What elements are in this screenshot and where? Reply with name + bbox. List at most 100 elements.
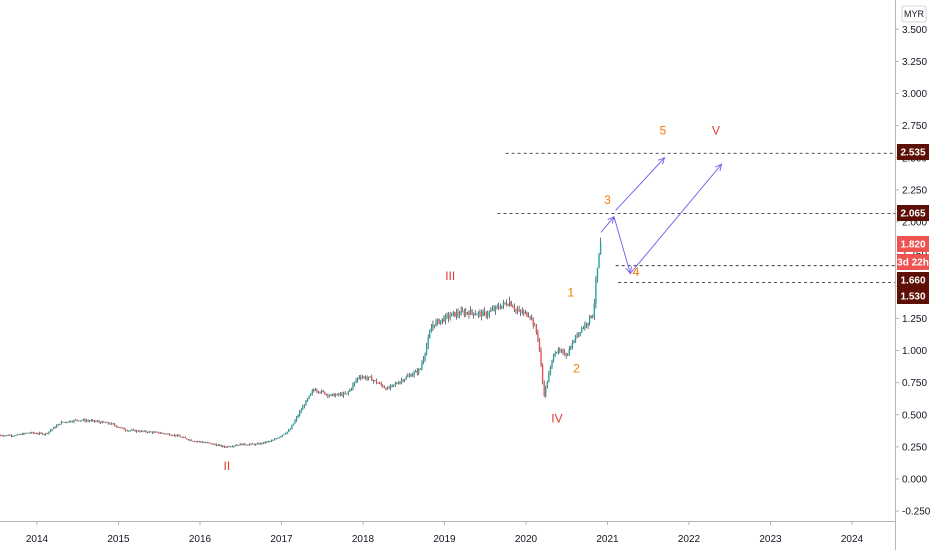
candle-body bbox=[236, 445, 238, 446]
candle-body bbox=[135, 430, 138, 432]
candle-body bbox=[49, 430, 52, 432]
candle-body bbox=[455, 312, 458, 317]
candle-body bbox=[222, 445, 224, 447]
x-tick-label: 2016 bbox=[189, 534, 212, 545]
candle-body bbox=[512, 306, 514, 308]
wave-label[interactable]: 5 bbox=[660, 124, 667, 138]
projection-arrowhead bbox=[657, 156, 666, 165]
candle-body bbox=[460, 310, 462, 315]
candle-body bbox=[48, 431, 50, 434]
projection-segment[interactable] bbox=[629, 163, 722, 274]
candle-body bbox=[250, 443, 252, 445]
candle-body bbox=[54, 427, 56, 429]
y-tick-label: 2.250 bbox=[902, 185, 927, 196]
candle-body bbox=[157, 431, 160, 434]
candle-body bbox=[30, 432, 33, 434]
currency-label[interactable]: MYR bbox=[901, 5, 927, 23]
candle-body bbox=[551, 360, 553, 367]
candle-body bbox=[244, 443, 246, 445]
candle-body bbox=[76, 419, 78, 421]
candle-body bbox=[513, 307, 516, 310]
candle-body bbox=[74, 419, 77, 421]
projection-segment[interactable] bbox=[613, 216, 631, 274]
candle-body bbox=[181, 437, 183, 438]
candle-body bbox=[51, 429, 53, 431]
candle-body bbox=[419, 368, 422, 370]
candle-body bbox=[123, 427, 125, 430]
candle-body bbox=[449, 316, 451, 318]
candle-body bbox=[294, 420, 296, 424]
candle-body bbox=[115, 425, 118, 427]
wave-label[interactable]: IV bbox=[551, 411, 562, 425]
wave-label[interactable]: 2 bbox=[573, 361, 580, 375]
candle-body bbox=[584, 323, 586, 328]
candle-body bbox=[363, 376, 365, 378]
candle-body bbox=[396, 383, 398, 385]
candle-body bbox=[98, 421, 100, 423]
candle-body bbox=[261, 443, 263, 444]
candle-body bbox=[338, 393, 340, 395]
candle-body bbox=[403, 379, 406, 381]
wave-label[interactable]: 1 bbox=[567, 286, 574, 300]
candle-body bbox=[541, 365, 544, 383]
candle-body bbox=[292, 423, 295, 426]
wave-label[interactable]: V bbox=[712, 124, 720, 138]
candle-body bbox=[2, 435, 5, 437]
candle-body bbox=[165, 433, 168, 435]
candle-body bbox=[283, 434, 285, 436]
time-axis[interactable]: 2014 2015 2016 2017 2018 2019 2020 2021 2022 2023… bbox=[26, 521, 864, 545]
candle-body bbox=[206, 442, 208, 444]
candle-body bbox=[402, 380, 404, 381]
candle-body bbox=[397, 383, 400, 385]
wave-label[interactable]: 4 bbox=[633, 265, 640, 279]
wave-label[interactable]: 3 bbox=[604, 193, 611, 207]
x-tick-label: 2015 bbox=[107, 534, 130, 545]
candle-body bbox=[463, 311, 465, 315]
candle-body bbox=[234, 445, 237, 447]
candle-body bbox=[433, 324, 436, 326]
candle-body bbox=[192, 440, 194, 442]
wave-label[interactable]: III bbox=[445, 269, 455, 283]
candle-body bbox=[515, 309, 517, 311]
y-tick-label: 2.000 bbox=[902, 218, 927, 229]
candle-body bbox=[342, 393, 345, 396]
candle-body bbox=[493, 308, 495, 311]
candle-body bbox=[579, 332, 581, 334]
candle-body bbox=[443, 318, 445, 322]
candle-body bbox=[496, 306, 498, 308]
candle-body bbox=[92, 420, 94, 421]
candle-body bbox=[529, 316, 531, 318]
candle-body bbox=[556, 352, 558, 354]
candle-body bbox=[52, 427, 55, 430]
candle-body bbox=[248, 444, 251, 446]
candle-body bbox=[494, 306, 497, 311]
candle-body bbox=[189, 439, 191, 441]
wave-label[interactable]: II bbox=[224, 459, 231, 473]
candle-body bbox=[588, 315, 591, 324]
candle-body bbox=[5, 435, 8, 436]
candle-body bbox=[70, 420, 72, 422]
candle-body bbox=[350, 388, 353, 390]
candle-body bbox=[472, 312, 475, 315]
price-badges: 2.535 2.065 1.820 3d 22h 1.660 1.530 bbox=[897, 144, 929, 304]
candle-body bbox=[142, 430, 144, 432]
candle-body bbox=[546, 381, 549, 387]
y-tick-label: 0.000 bbox=[902, 475, 927, 486]
projection-segment[interactable] bbox=[600, 216, 615, 233]
candle-body bbox=[223, 445, 226, 448]
candle-body bbox=[67, 422, 69, 424]
candle-body bbox=[333, 393, 335, 397]
x-tick-label: 2017 bbox=[270, 534, 293, 545]
candle-body bbox=[491, 308, 494, 311]
candle-body bbox=[148, 431, 150, 433]
candle-body bbox=[330, 394, 332, 396]
candle-body bbox=[451, 312, 453, 317]
projection-segment[interactable] bbox=[615, 157, 665, 211]
candle-body bbox=[62, 421, 64, 423]
candle-body bbox=[85, 420, 88, 422]
candle-body bbox=[15, 435, 17, 436]
candle-body bbox=[534, 325, 536, 327]
candle-body bbox=[322, 390, 324, 392]
